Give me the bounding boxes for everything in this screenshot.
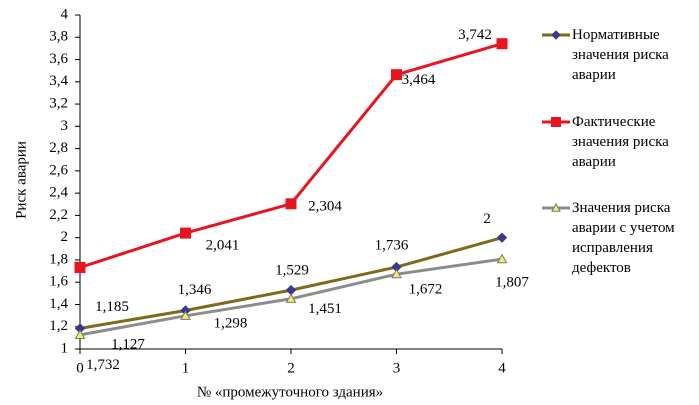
marker bbox=[74, 329, 86, 339]
marker bbox=[551, 30, 561, 40]
data-label: 3,464 bbox=[402, 72, 436, 88]
data-label: 1,298 bbox=[214, 315, 248, 331]
data-label: 1,529 bbox=[275, 263, 309, 279]
legend-item: Значения риска аварии с учетом исправлен… bbox=[540, 198, 690, 278]
x-tick-label: 2 bbox=[287, 360, 295, 376]
marker bbox=[285, 198, 297, 210]
x-tick-label: 1 bbox=[182, 360, 190, 376]
data-label: 1,185 bbox=[95, 299, 129, 315]
y-tick-label: 1,2 bbox=[49, 318, 68, 334]
series-line bbox=[79, 42, 503, 269]
marker bbox=[496, 38, 508, 50]
y-tick-label: 2,6 bbox=[49, 162, 68, 178]
data-label: 1,451 bbox=[308, 301, 342, 317]
x-tick-label: 4 bbox=[498, 360, 506, 376]
x-axis-label: № «промежуточного здания» bbox=[197, 384, 383, 400]
y-tick-label: 1 bbox=[61, 340, 69, 356]
y-tick-label: 3,4 bbox=[49, 73, 68, 89]
data-label: 3,742 bbox=[458, 27, 492, 43]
marker bbox=[551, 117, 561, 127]
data-label: 2,041 bbox=[206, 238, 240, 254]
y-tick-label: 2 bbox=[61, 229, 69, 245]
data-label: 1,127 bbox=[111, 336, 145, 352]
data-label: 1,807 bbox=[495, 275, 529, 291]
marker bbox=[496, 232, 508, 243]
y-tick-label: 3,8 bbox=[49, 29, 68, 45]
y-tick-label: 3,6 bbox=[49, 51, 68, 67]
legend-swatch bbox=[542, 117, 570, 127]
y-tick-label: 2,2 bbox=[49, 207, 68, 223]
data-label: 2 bbox=[483, 211, 491, 227]
y-tick-label: 2,4 bbox=[49, 185, 68, 201]
y-axis-label: Риск аварии bbox=[13, 141, 29, 219]
y-tick-label: 1,6 bbox=[49, 274, 68, 290]
legend-swatch bbox=[542, 202, 570, 212]
legend-label: Значения риска аварии с учетом исправлен… bbox=[572, 200, 675, 276]
marker bbox=[180, 227, 191, 239]
y-tick-label: 3 bbox=[61, 118, 69, 134]
legend-swatch bbox=[542, 30, 570, 40]
data-label: 1,672 bbox=[409, 282, 443, 298]
marker bbox=[496, 253, 508, 264]
y-tick-label: 4 bbox=[61, 6, 69, 22]
y-tick-label: 1,8 bbox=[49, 251, 68, 267]
marker bbox=[391, 268, 402, 279]
legend-item: Фактические значения риска аварии bbox=[540, 112, 690, 172]
marker bbox=[391, 69, 402, 81]
data-label: 1,732 bbox=[86, 357, 120, 373]
legend-label: Нормативные значения риска аварии bbox=[572, 27, 669, 83]
y-tick-label: 3,2 bbox=[49, 96, 68, 112]
data-label: 2,304 bbox=[308, 198, 342, 214]
marker bbox=[285, 293, 297, 303]
marker bbox=[285, 284, 297, 296]
chart: Риск аварии № «промежуточного здания» 1 1… bbox=[13, 6, 529, 400]
y-tick-label: 1,4 bbox=[49, 296, 68, 312]
x-tick-label: 0 bbox=[76, 360, 84, 376]
data-label: 1,346 bbox=[178, 282, 212, 298]
x-tick-label: 3 bbox=[393, 360, 401, 376]
data-label: 1,736 bbox=[375, 237, 409, 253]
y-tick-label: 2,8 bbox=[49, 140, 68, 156]
legend-label: Фактические значения риска аварии bbox=[572, 114, 669, 170]
marker bbox=[74, 262, 86, 274]
marker bbox=[180, 310, 191, 320]
legend-item: Нормативные значения риска аварии bbox=[540, 25, 690, 85]
marker bbox=[551, 202, 561, 212]
